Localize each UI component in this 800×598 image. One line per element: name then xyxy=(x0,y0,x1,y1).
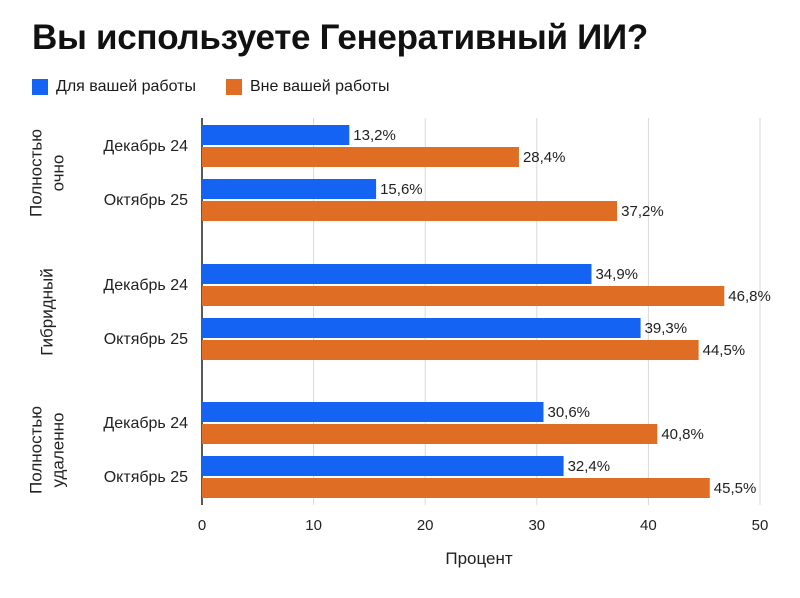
row-label: Декабрь 24 xyxy=(103,277,188,294)
data-label: 32,4% xyxy=(568,458,611,475)
data-label: 28,4% xyxy=(523,149,566,166)
data-label: 37,2% xyxy=(621,203,664,220)
group-label: Гибридный xyxy=(37,268,56,355)
data-label: 15,6% xyxy=(380,181,423,198)
legend-label-work: Для вашей работы xyxy=(56,78,196,95)
row-label: Декабрь 24 xyxy=(103,415,188,432)
data-label: 13,2% xyxy=(353,127,396,144)
group-label: Полностью xyxy=(26,129,45,217)
x-tick-label: 50 xyxy=(752,517,769,534)
legend-item-outside: Вне вашей работы xyxy=(225,78,390,96)
data-label: 34,9% xyxy=(595,266,638,283)
data-label: 30,6% xyxy=(547,404,590,421)
x-axis-title: Процент xyxy=(445,549,513,568)
data-label: 44,5% xyxy=(703,342,746,359)
bar xyxy=(202,264,592,284)
data-label: 40,8% xyxy=(661,426,704,443)
legend-swatch-work xyxy=(32,79,48,95)
row-label: Декабрь 24 xyxy=(103,138,188,155)
data-label: 46,8% xyxy=(728,288,771,305)
bar xyxy=(202,340,699,360)
legend-item-work: Для вашей работы xyxy=(32,78,196,96)
x-tick-label: 20 xyxy=(417,517,434,534)
row-label: Октябрь 25 xyxy=(104,469,188,486)
bar xyxy=(202,424,658,444)
chart-title: Вы используете Генеративный ИИ? xyxy=(32,18,648,57)
bar xyxy=(202,147,519,167)
group-label: удаленно xyxy=(48,413,67,488)
row-label: Октябрь 25 xyxy=(104,331,188,348)
group-label: очно xyxy=(48,155,67,192)
x-tick-label: 10 xyxy=(305,517,322,534)
bar xyxy=(202,201,618,221)
bar xyxy=(202,286,725,306)
x-tick-label: 30 xyxy=(528,517,545,534)
legend: Для вашей работы Вне вашей работы xyxy=(32,78,419,96)
legend-swatch-outside xyxy=(225,79,242,95)
data-label: 39,3% xyxy=(645,320,688,337)
legend-label-outside: Вне вашей работы xyxy=(249,78,390,95)
x-tick-label: 40 xyxy=(640,517,657,534)
bar xyxy=(202,179,377,199)
bar xyxy=(202,478,710,498)
bar xyxy=(202,402,544,422)
data-label: 45,5% xyxy=(714,480,757,497)
bar xyxy=(202,456,564,476)
bar xyxy=(202,318,641,338)
group-label: Полностью xyxy=(26,406,45,494)
row-label: Октябрь 25 xyxy=(104,192,188,209)
x-tick-label: 0 xyxy=(198,517,206,534)
bar xyxy=(202,125,350,145)
